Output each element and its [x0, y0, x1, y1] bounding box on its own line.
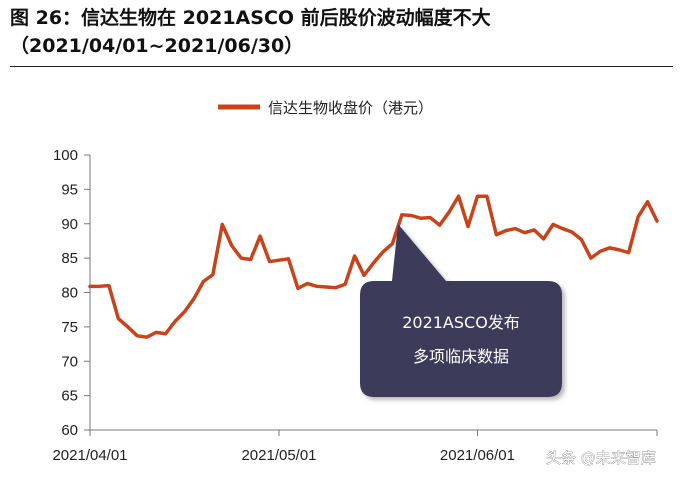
- y-tick-label: 85: [61, 250, 78, 267]
- title-line-2: （2021/04/01~2021/06/30）: [10, 35, 304, 57]
- y-tick-label: 70: [61, 353, 78, 370]
- x-tick-label: 2021/05/01: [241, 447, 316, 464]
- callout-box: [360, 224, 562, 397]
- watermark: 头条 @未来智库: [546, 449, 656, 467]
- y-tick-label: 100: [53, 147, 78, 164]
- annotation-callout: 2021ASCO发布 多项临床数据: [360, 224, 562, 397]
- title-line-1: 图 26：信达生物在 2021ASCO 前后股价波动幅度不大: [10, 7, 491, 29]
- y-tick-label: 90: [61, 216, 78, 233]
- chart-series: [88, 194, 659, 339]
- y-tick-label: 65: [61, 388, 78, 405]
- title-divider: [10, 66, 673, 67]
- legend-label: 信达生物收盘价（港元）: [268, 99, 433, 117]
- y-tick-label: 75: [61, 319, 78, 336]
- chart-axes: 60 65 70 75 80 85 90 95 100 2021/04/01 2021/05/01 2…: [52, 147, 658, 464]
- callout-line-1: 2021ASCO发布: [402, 313, 520, 332]
- chart-legend: 信达生物收盘价（港元）: [218, 99, 433, 117]
- figure-title: 图 26：信达生物在 2021ASCO 前后股价波动幅度不大 （2021/04/…: [10, 4, 675, 60]
- series-line-xinda-close: [88, 194, 659, 339]
- x-tick-label: 2021/06/01: [440, 447, 515, 464]
- y-tick-label: 80: [61, 285, 78, 302]
- y-tick-label: 60: [61, 422, 78, 439]
- y-tick-label: 95: [61, 181, 78, 198]
- callout-line-2: 多项临床数据: [413, 347, 509, 366]
- x-tick-label: 2021/04/01: [52, 447, 127, 464]
